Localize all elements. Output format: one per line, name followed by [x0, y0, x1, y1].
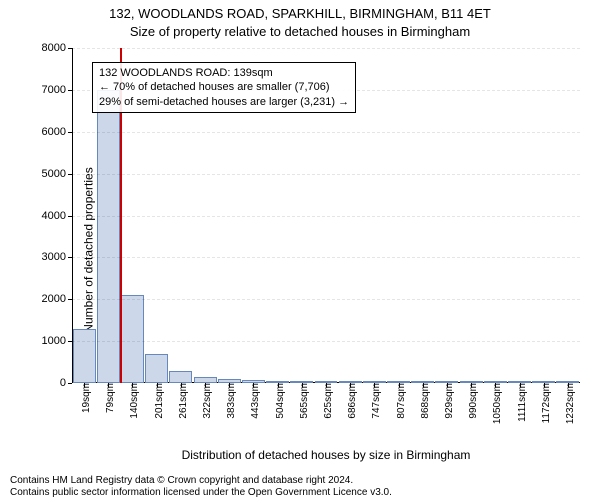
x-tick-label: 201sqm: [149, 383, 165, 419]
x-tick-label: 19sqm: [76, 383, 92, 413]
annotation-line-3: 29% of semi-detached houses are larger (…: [99, 95, 349, 109]
grid-line: [72, 341, 580, 342]
x-tick-label: 140sqm: [124, 383, 140, 419]
histogram-bar: [169, 371, 192, 383]
y-tick-label: 1000: [42, 335, 72, 347]
chart-container: 132, WOODLANDS ROAD, SPARKHILL, BIRMINGH…: [0, 0, 600, 500]
y-tick-label: 5000: [42, 168, 72, 180]
histogram-bar: [73, 329, 96, 383]
x-axis-label: Distribution of detached houses by size …: [72, 448, 580, 462]
x-tick-label: 261sqm: [173, 383, 189, 419]
grid-line: [72, 257, 580, 258]
x-tick-label: 807sqm: [391, 383, 407, 419]
grid-line: [72, 216, 580, 217]
x-tick-label: 504sqm: [270, 383, 286, 419]
grid-line: [72, 132, 580, 133]
x-tick-label: 565sqm: [294, 383, 310, 419]
y-tick-label: 7000: [42, 84, 72, 96]
x-tick-label: 929sqm: [439, 383, 455, 419]
copyright-line-1: Contains HM Land Registry data © Crown c…: [10, 475, 392, 487]
y-tick-label: 6000: [42, 126, 72, 138]
x-tick-label: 625sqm: [318, 383, 334, 419]
annotation-line-1: 132 WOODLANDS ROAD: 139sqm: [99, 66, 349, 80]
annotation-line-2: ← 70% of detached houses are smaller (7,…: [99, 80, 349, 94]
x-tick-label: 868sqm: [415, 383, 431, 419]
title-line-1: 132, WOODLANDS ROAD, SPARKHILL, BIRMINGH…: [0, 6, 600, 21]
y-tick-label: 0: [60, 377, 72, 389]
y-tick-label: 2000: [42, 293, 72, 305]
x-tick-label: 443sqm: [245, 383, 261, 419]
x-tick-label: 1172sqm: [536, 383, 552, 423]
x-tick-label: 1050sqm: [487, 383, 503, 424]
x-tick-label: 322sqm: [197, 383, 213, 419]
histogram-bar: [145, 354, 168, 383]
grid-line: [72, 299, 580, 300]
x-tick-label: 1232sqm: [560, 383, 576, 424]
annotation-box: 132 WOODLANDS ROAD: 139sqm← 70% of detac…: [92, 62, 356, 113]
y-tick-label: 3000: [42, 251, 72, 263]
y-tick-label: 8000: [42, 42, 72, 54]
title-line-2: Size of property relative to detached ho…: [0, 24, 600, 39]
copyright-line-2: Contains public sector information licen…: [10, 487, 392, 499]
y-tick-label: 4000: [42, 210, 72, 222]
plot-area: 01000200030004000500060007000800019sqm79…: [72, 48, 580, 383]
x-tick-label: 686sqm: [342, 383, 358, 419]
x-tick-label: 1111sqm: [512, 383, 528, 422]
x-tick-label: 79sqm: [100, 383, 116, 413]
histogram-bar: [121, 295, 144, 383]
grid-line: [72, 48, 580, 49]
x-tick-label: 383sqm: [221, 383, 237, 419]
x-tick-label: 747sqm: [366, 383, 382, 419]
copyright-text: Contains HM Land Registry data © Crown c…: [10, 475, 392, 499]
histogram-bar: [97, 90, 120, 383]
x-tick-label: 990sqm: [463, 383, 479, 419]
grid-line: [72, 174, 580, 175]
